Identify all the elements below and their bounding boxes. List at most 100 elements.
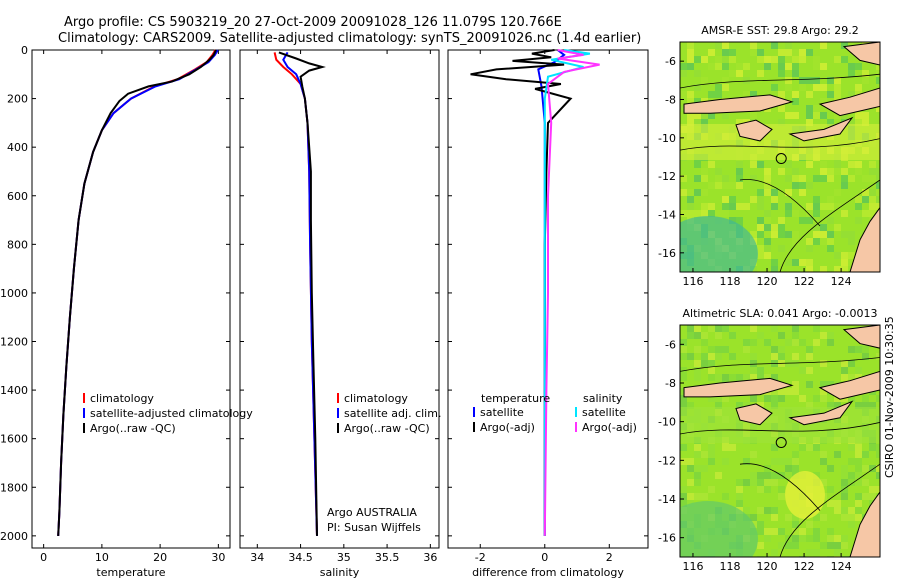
sla-map: 116 118 120 122 124 -6 -8 -10 -12 -14 -16 Altimetri… xyxy=(658,307,881,573)
difference-profile-xtick-label: 0 xyxy=(541,551,548,564)
sst-map-frame xyxy=(679,41,881,273)
sst-map-land xyxy=(842,42,880,66)
temperature-profile-frame xyxy=(31,49,231,549)
sst-map-ytick-label: -16 xyxy=(658,247,676,260)
title-line-1: Argo profile: CS 5903219_20 27-Oct-2009 … xyxy=(64,15,562,30)
sst-map-ytick-label: -14 xyxy=(658,209,676,222)
sst-map-cool-patch xyxy=(680,216,758,272)
temperature-legend-item: Argo(..raw -QC) xyxy=(90,422,176,435)
difference-profile-xtick-label: 2 xyxy=(606,551,613,564)
salinity-profile-xtick-label: 34.5 xyxy=(288,551,313,564)
sla-map-xtick-label: 122 xyxy=(794,560,815,573)
sst-map-field xyxy=(680,42,880,272)
sst-map-ytick-label: -12 xyxy=(658,170,676,183)
salinity-profile-xtick-label: 36 xyxy=(423,551,437,564)
difference-legend-item: Argo(-adj) xyxy=(480,421,535,434)
sla-map-contour xyxy=(779,463,880,557)
sla-map-ytick-label: -6 xyxy=(665,338,676,351)
temperature-profile-ytick-label: 1400 xyxy=(0,384,28,397)
sla-map-land xyxy=(842,325,880,349)
sla-map-argo-marker xyxy=(775,437,787,449)
salinity-profile-xtick-label: 35 xyxy=(337,551,351,564)
temperature-profile-series-line xyxy=(57,49,219,536)
sst-map-contour xyxy=(779,179,880,272)
temperature-profile-xtick-label: 20 xyxy=(153,551,167,564)
sla-map-contour xyxy=(739,463,821,511)
sst-map-land xyxy=(818,87,880,117)
difference-profile-panel: -2 0 2 difference from climatology xyxy=(447,49,649,579)
sla-map-land xyxy=(849,491,880,557)
salinity-legend-item: Argo(..raw -QC) xyxy=(344,422,430,435)
sst-map-land xyxy=(683,94,794,114)
difference-legend-item: Argo(-adj) xyxy=(582,421,637,434)
difference-profile-series-line xyxy=(543,49,600,536)
sla-map-ytick-label: -16 xyxy=(658,532,676,545)
temperature-profile-ytick-label: 0 xyxy=(21,44,28,57)
sst-map-title: AMSR-E SST: 29.8 Argo: 29.2 xyxy=(701,24,859,37)
temperature-profile-xtick-label: 10 xyxy=(95,551,109,564)
sst-map-band xyxy=(680,124,880,160)
temperature-profile-series-line xyxy=(57,49,217,536)
sla-map-xtick-label: 118 xyxy=(720,560,741,573)
sst-map-ytick-label: -8 xyxy=(665,94,676,107)
salinity-legend-item: satellite adj. clim. xyxy=(344,407,441,420)
temperature-profile-panel: 0 10 20 30 0 200 400 600 800 1000 1200 1400 1600 1800… xyxy=(0,44,231,579)
sla-map-land xyxy=(735,403,773,426)
temperature-legend-item: satellite-adjusted climatology xyxy=(90,407,253,420)
salinity-profile-series-line xyxy=(278,51,326,536)
temperature-profile-ytick-label: 1800 xyxy=(0,481,28,494)
temperature-profile-ytick-label: 800 xyxy=(7,238,28,251)
sst-map-xtick-label: 116 xyxy=(682,275,703,288)
temperature-profile-ytick-label: 2000 xyxy=(0,530,28,543)
sst-map-xtick-label: 120 xyxy=(757,275,778,288)
annotation-line-1: Argo AUSTRALIA xyxy=(327,506,417,519)
sla-map-band xyxy=(680,407,880,443)
difference-legend: temperature salinitysatelliteArgo(-adj)sa… xyxy=(473,392,637,434)
annotation-line-2: PI: Susan Wijffels xyxy=(327,521,421,534)
sla-map-xtick-label: 116 xyxy=(682,560,703,573)
temperature-profile-xtick-label: 30 xyxy=(211,551,225,564)
sst-map: 116 118 120 122 124 -6 -8 -10 -12 -14 -16 AMSR-E SS… xyxy=(658,24,881,288)
sla-map-frame xyxy=(679,324,881,558)
sla-map-ytick-label: -10 xyxy=(658,416,676,429)
sla-map-title: Altimetric SLA: 0.041 Argo: -0.0013 xyxy=(683,307,878,320)
temperature-profile-ytick-label: 600 xyxy=(7,190,28,203)
salinity-profile-frame xyxy=(239,49,440,549)
sla-map-contour xyxy=(680,422,880,435)
salinity-profile-xlabel: salinity xyxy=(320,566,360,579)
sst-map-xtick-label: 118 xyxy=(720,275,741,288)
temperature-profile-ytick-label: 200 xyxy=(7,93,28,106)
salinity-profile-xtick-label: 34 xyxy=(250,551,264,564)
difference-profile-frame xyxy=(447,49,649,549)
difference-legend-title-temperature: temperature xyxy=(481,392,550,405)
temperature-profile-ytick-label: 1000 xyxy=(0,287,28,300)
salinity-profile-xtick-label: 35.5 xyxy=(375,551,400,564)
difference-profile-xtick-label: -2 xyxy=(475,551,486,564)
salinity-profile-panel: 34 34.5 35 35.5 36 salinity xyxy=(239,49,440,579)
sst-map-contour xyxy=(739,179,821,227)
sst-map-land xyxy=(735,119,773,142)
temperature-profile-series-line xyxy=(57,49,217,536)
title-line-2: Climatology: CARS2009. Satellite-adjuste… xyxy=(58,31,641,46)
sla-map-ytick-label: -14 xyxy=(658,493,676,506)
sst-map-argo-marker xyxy=(775,153,787,165)
sst-map-xtick-label: 124 xyxy=(831,275,852,288)
temperature-profile-xtick-label: 0 xyxy=(40,551,47,564)
difference-profile-xlabel: difference from climatology xyxy=(472,566,624,579)
temperature-profile-ytick-label: 1600 xyxy=(0,433,28,446)
salinity-legend: climatology satellite adj. clim. Argo(..ra… xyxy=(327,392,441,534)
sla-map-contour xyxy=(680,357,880,372)
difference-legend-item: satellite xyxy=(582,406,626,419)
salinity-legend-item: climatology xyxy=(344,392,408,405)
sst-map-contour xyxy=(680,73,880,89)
sla-map-land xyxy=(683,377,794,398)
sst-map-land xyxy=(788,116,854,142)
temperature-legend-item: climatology xyxy=(90,392,154,405)
sla-map-field xyxy=(680,325,880,557)
sla-map-land xyxy=(788,400,854,426)
sla-map-xtick-label: 120 xyxy=(757,560,778,573)
sst-map-land xyxy=(849,206,880,272)
sla-map-ytick-label: -12 xyxy=(658,454,676,467)
difference-profile-series-line xyxy=(470,49,573,536)
